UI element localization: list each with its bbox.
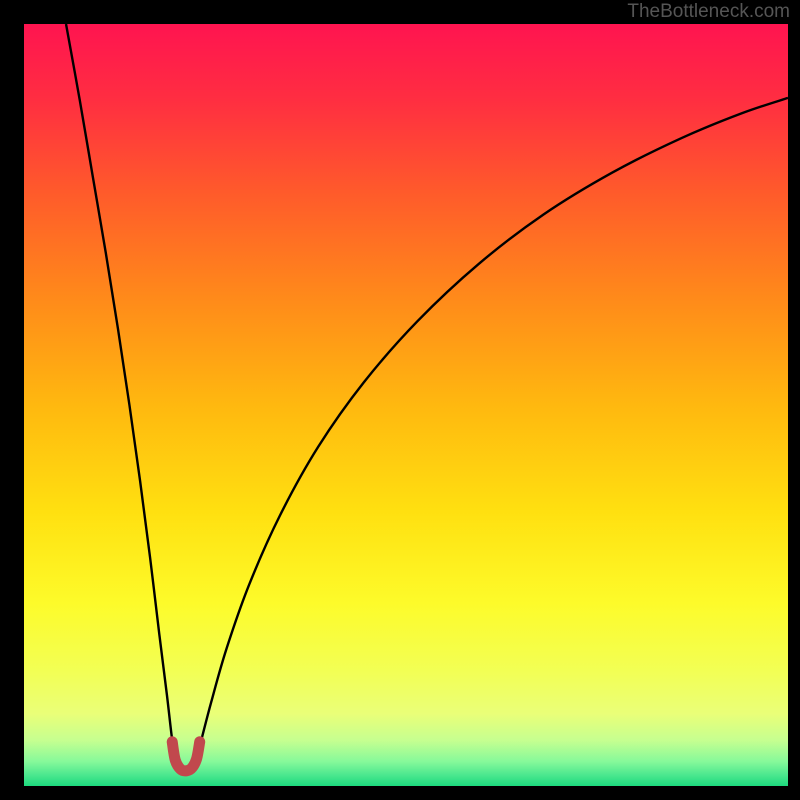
attribution-text: TheBottleneck.com (627, 0, 790, 24)
chart-svg (24, 24, 788, 786)
gradient-background (24, 24, 788, 786)
plot-area (24, 24, 788, 786)
chart-frame: TheBottleneck.com (0, 0, 800, 800)
